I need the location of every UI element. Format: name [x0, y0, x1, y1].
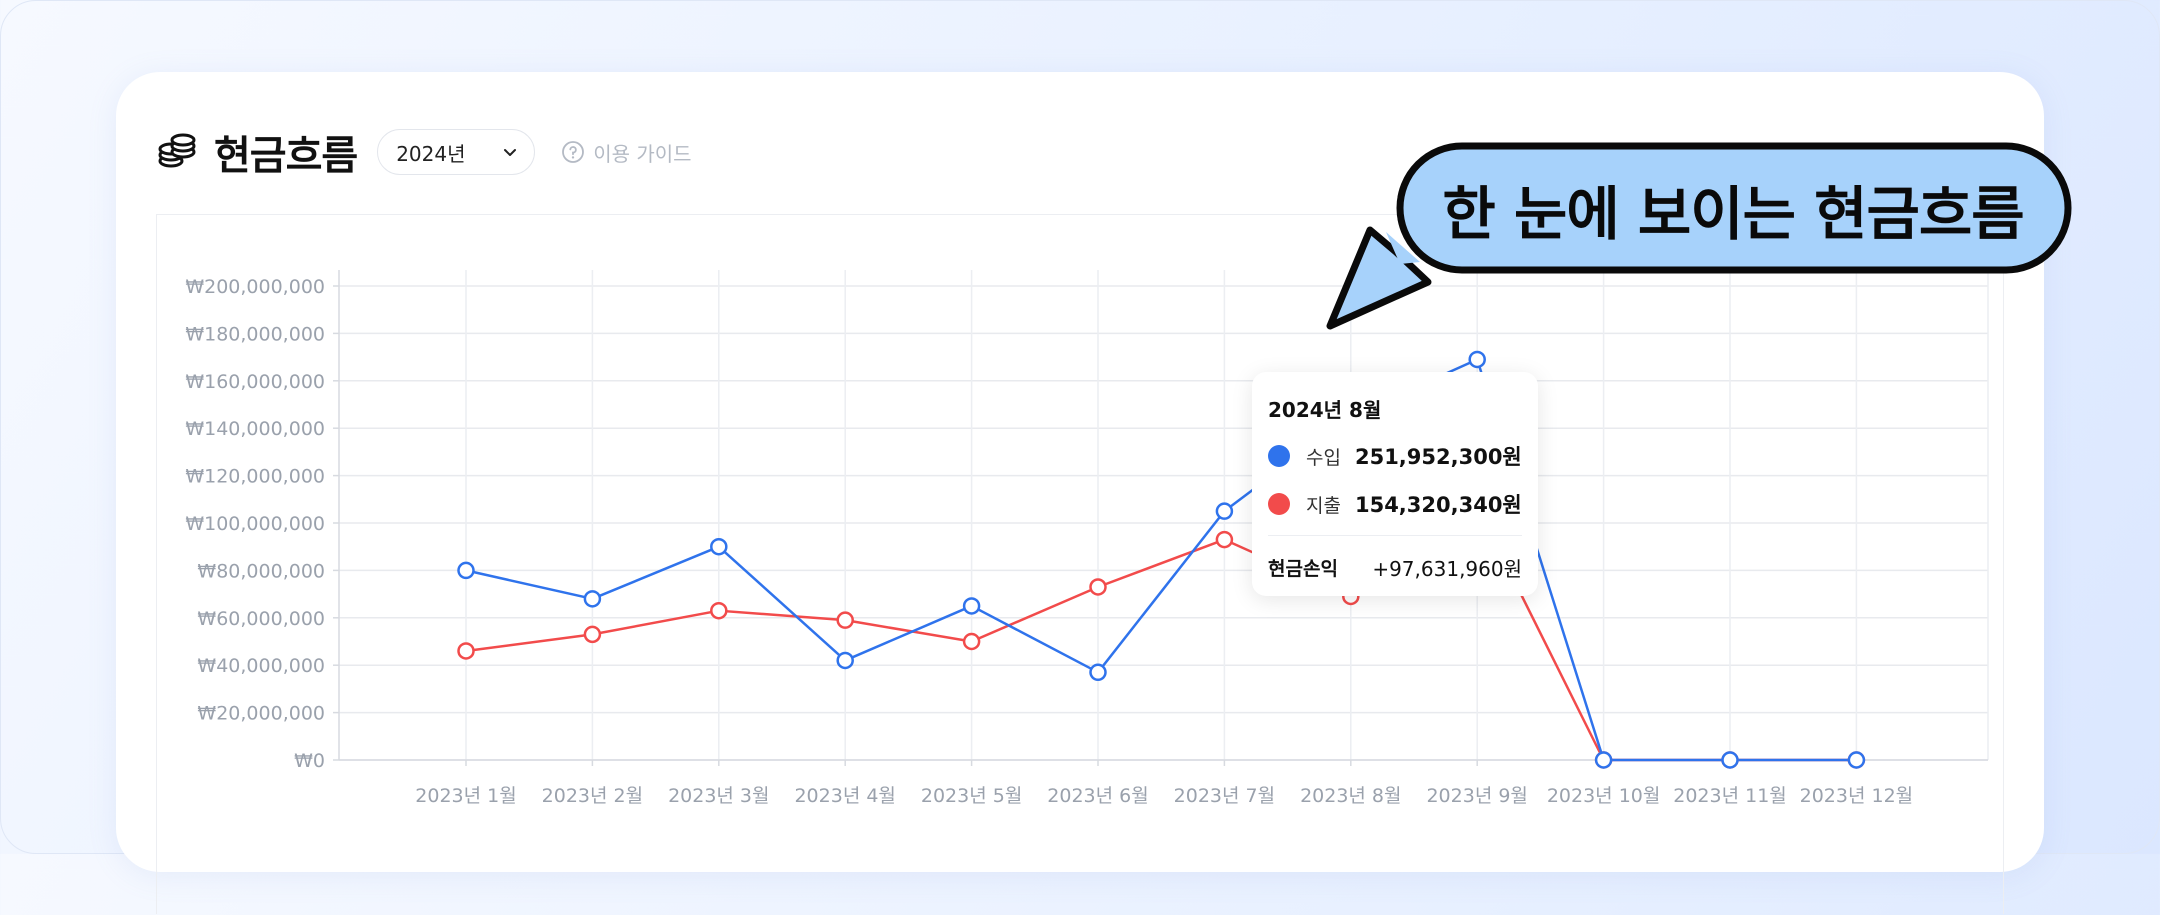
data-point-income	[457, 561, 475, 580]
x-tick-label: 2023년 1월	[415, 785, 516, 807]
callout-pointer	[1326, 226, 1432, 330]
usage-guide-label: 이용 가이드	[593, 141, 692, 166]
chart-frame: ₩0 ₩20,000,000 ₩40,000,000 ₩60,000,000 ₩80,0…	[156, 214, 2004, 914]
data-point-expense	[457, 642, 475, 660]
series-line-income	[465, 358, 1857, 762]
y-tick-label: ₩180,000,000	[185, 323, 325, 345]
tooltip-income-label: 수입	[1306, 446, 1341, 469]
x-tick-label: 2023년 7월	[1174, 785, 1275, 807]
data-point-income	[1594, 751, 1613, 769]
chevron-down-icon	[504, 149, 517, 156]
x-tick-label: 2023년 5월	[921, 785, 1022, 807]
tooltip-income-row: 수입 251,952,300원	[1268, 441, 1522, 471]
tooltip-net-value: +97,631,960원	[1372, 556, 1522, 581]
expense-dot	[1268, 493, 1290, 515]
cashflow-card: 현금흐름 2024년 이용 가이드 ₩0 ₩20,000,000 ₩40,000,0…	[116, 72, 2044, 914]
usage-guide-link[interactable]: 이용 가이드	[561, 138, 692, 167]
income-dot	[1268, 445, 1290, 467]
chart-tooltip: 2024년 8월 수입 251,952,300원 지출 154,320,340원…	[1252, 372, 1538, 596]
page-title: 현금흐름	[214, 133, 358, 179]
data-point-income	[1089, 663, 1107, 682]
tooltip-income-value: 251,952,300원	[1354, 445, 1522, 469]
y-tick-label: ₩80,000,000	[197, 560, 325, 582]
tooltip-title: 2024년 8월	[1268, 398, 1382, 422]
tooltip-expense-value: 154,320,340원	[1354, 493, 1522, 517]
x-tick-label: 2023년 2월	[542, 785, 643, 807]
y-tick-label: ₩200,000,000	[185, 276, 325, 298]
y-tick-label: ₩0	[294, 750, 325, 772]
series-line-expense	[465, 505, 1857, 762]
y-tick-label: ₩120,000,000	[185, 466, 325, 488]
x-tick-label: 2023년 4월	[794, 785, 895, 807]
data-point-income	[962, 597, 981, 615]
y-tick-label: ₩160,000,000	[185, 371, 325, 393]
data-point-income	[1468, 350, 1486, 369]
y-tick-label: ₩140,000,000	[185, 418, 325, 440]
data-point-expense	[836, 611, 854, 629]
y-tick-label: ₩100,000,000	[185, 513, 325, 535]
data-point-expense	[583, 625, 602, 644]
data-point-income	[583, 590, 602, 608]
callout-text: 한 눈에 보이는 현금흐름	[1442, 180, 2024, 248]
data-point-expense	[710, 601, 728, 620]
x-tick-label: 2023년 9월	[1426, 785, 1527, 807]
year-select[interactable]: 2024년	[377, 129, 536, 175]
tooltip-expense-label: 지출	[1306, 494, 1341, 517]
cashflow-chart: ₩0 ₩20,000,000 ₩40,000,000 ₩60,000,000 ₩80,0…	[185, 270, 1989, 807]
data-point-expense	[1089, 578, 1107, 596]
data-point-income	[836, 651, 854, 670]
data-point-income	[1215, 502, 1234, 520]
y-tick-label: ₩60,000,000	[197, 608, 325, 630]
x-tick-label: 2023년 3월	[668, 785, 769, 807]
callout-box	[1396, 142, 2072, 274]
x-tick-label: 2023년 12월	[1800, 785, 1914, 807]
tooltip-net-row: 현금손익 +97,631,960원	[1268, 552, 1522, 582]
data-point-expense	[962, 632, 981, 651]
x-tick-label: 2023년 8월	[1300, 785, 1401, 807]
callout-bubble	[1326, 142, 2072, 330]
tooltip-divider	[1268, 535, 1522, 536]
help-circle-icon	[562, 141, 585, 163]
data-point-income	[1847, 751, 1866, 769]
year-select-value: 2024년	[396, 141, 466, 166]
tooltip-expense-row: 지출 154,320,340원	[1268, 489, 1522, 519]
x-tick-label: 2023년 11월	[1673, 785, 1787, 807]
card-header: 현금흐름 2024년 이용 가이드	[156, 126, 692, 179]
data-point-income	[1721, 751, 1739, 769]
coins-icon	[158, 133, 196, 168]
x-tick-label: 2023년 10월	[1547, 785, 1661, 807]
tooltip-net-label: 현금손익	[1268, 557, 1338, 580]
data-point-expense	[1215, 530, 1234, 549]
y-tick-label: ₩40,000,000	[197, 655, 325, 677]
y-tick-label: ₩20,000,000	[197, 703, 325, 725]
data-point-income	[710, 537, 728, 556]
x-tick-label: 2023년 6월	[1047, 785, 1148, 807]
